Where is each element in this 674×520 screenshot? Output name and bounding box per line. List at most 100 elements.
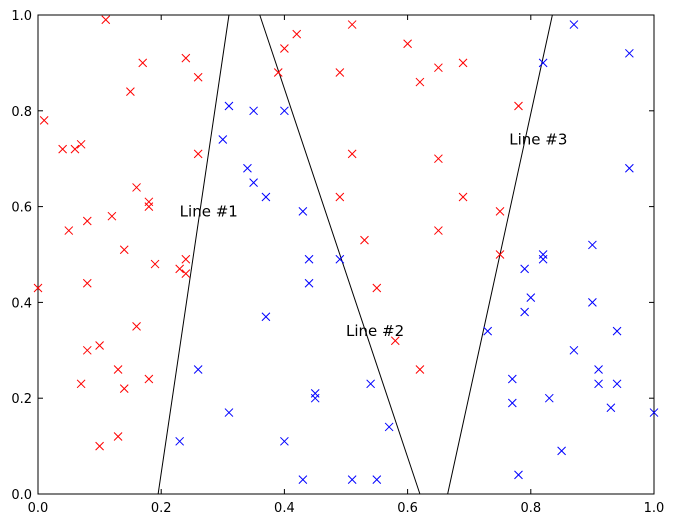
data-point [82, 278, 92, 288]
data-point [193, 149, 203, 159]
data-point [113, 432, 123, 441]
line-1-label: Line #1 [180, 202, 238, 220]
y-tick-label: 0.0 [11, 488, 32, 503]
data-point [193, 72, 203, 82]
data-point [434, 154, 443, 164]
line-2 [259, 14, 421, 495]
data-point [292, 29, 302, 39]
data-point [507, 398, 517, 408]
data-point [557, 446, 566, 456]
data-point [82, 345, 92, 355]
data-point [181, 53, 191, 63]
data-point [150, 259, 160, 269]
data-point [82, 216, 92, 226]
data-point [298, 475, 308, 484]
x-tick-label: 0.0 [28, 501, 49, 516]
data-point [273, 68, 283, 77]
data-point [458, 192, 468, 202]
data-point [58, 144, 67, 154]
y-tick-label: 0.8 [11, 105, 32, 120]
data-point [335, 192, 345, 202]
data-point [594, 365, 603, 374]
data-point [612, 326, 622, 336]
data-point [403, 39, 412, 49]
x-tick-label: 0.2 [151, 501, 172, 516]
y-tick-label: 1.0 [11, 9, 32, 24]
plot-frame [37, 14, 655, 495]
line-3-label: Line #3 [509, 131, 567, 149]
data-point [520, 307, 529, 317]
y-tick-label: 0.4 [11, 296, 32, 311]
data-points [33, 15, 659, 484]
line-1 [157, 14, 230, 495]
data-point [218, 135, 228, 144]
data-point [390, 336, 400, 346]
data-point [144, 202, 154, 211]
data-point [612, 379, 622, 389]
data-point [39, 116, 49, 125]
data-point [366, 379, 375, 389]
x-tick-label: 0.6 [397, 501, 418, 516]
data-point [33, 283, 43, 293]
data-point [588, 298, 597, 307]
data-point [625, 48, 634, 58]
data-point [280, 436, 289, 446]
data-point [304, 278, 314, 288]
data-point [76, 139, 86, 149]
x-tick-label: 0.8 [520, 501, 541, 516]
data-point [434, 63, 443, 73]
data-point [514, 101, 523, 111]
data-point [569, 20, 579, 29]
data-point [538, 254, 548, 264]
data-point [95, 441, 104, 451]
data-point [70, 144, 80, 154]
data-point [372, 283, 382, 293]
data-point [495, 250, 505, 259]
data-point [64, 226, 74, 235]
data-point [119, 245, 129, 255]
data-point [606, 403, 616, 413]
data-point [507, 374, 517, 384]
data-point [101, 15, 111, 25]
data-point [243, 163, 252, 173]
data-point [193, 365, 203, 374]
data-point [588, 240, 597, 250]
data-point [594, 379, 603, 389]
data-point [384, 422, 394, 432]
data-point [181, 269, 191, 279]
data-point [514, 470, 523, 480]
y-tick-label: 0.2 [11, 392, 32, 407]
data-point [113, 365, 123, 374]
data-point [181, 254, 191, 264]
data-point [335, 68, 345, 77]
data-point [458, 58, 468, 68]
line-labels: Line #1 Line #2 Line #3 [180, 131, 568, 341]
data-point [360, 235, 369, 245]
data-point [335, 254, 345, 264]
data-point [310, 393, 320, 403]
data-point [132, 183, 141, 192]
data-point [415, 365, 425, 374]
data-point [280, 44, 289, 53]
data-point [298, 207, 308, 216]
data-point [76, 379, 86, 389]
y-tick-label: 0.6 [11, 201, 32, 216]
data-point [132, 321, 141, 331]
data-point [483, 326, 493, 336]
data-point [347, 149, 357, 159]
data-point [495, 207, 505, 216]
data-point [249, 106, 258, 116]
y-axis: 0.0 0.2 0.4 0.6 0.8 1.0 [11, 9, 654, 503]
data-point [175, 436, 185, 446]
data-point [526, 293, 536, 302]
line-2-label: Line #2 [346, 322, 404, 340]
data-point [224, 408, 234, 417]
data-point [126, 87, 135, 96]
data-point [261, 312, 271, 322]
data-point [304, 254, 314, 264]
data-point [415, 77, 425, 87]
data-point [119, 384, 129, 393]
data-point [95, 341, 104, 350]
data-point [569, 345, 579, 355]
